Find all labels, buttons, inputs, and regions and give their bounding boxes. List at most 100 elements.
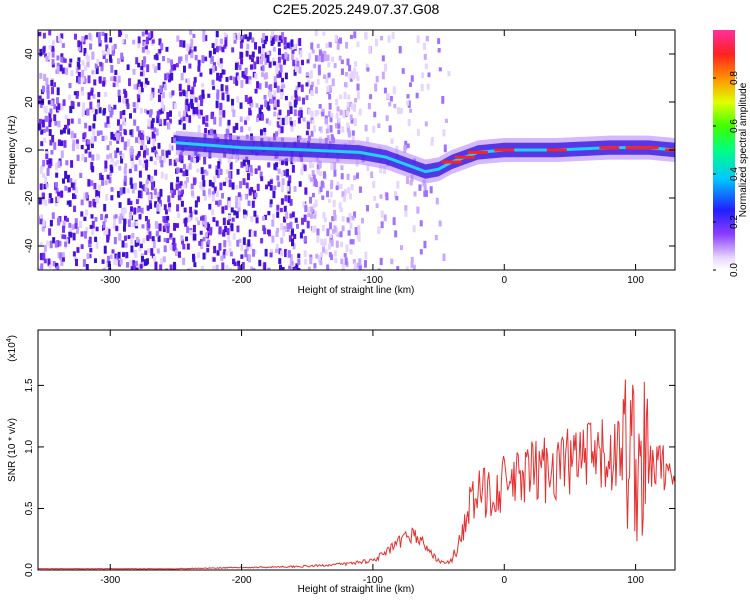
heatmap-cell bbox=[335, 185, 339, 191]
heatmap-cell bbox=[43, 258, 47, 264]
heatmap-cell bbox=[339, 231, 343, 238]
ridge-band bbox=[175, 135, 675, 179]
heatmap-cell bbox=[47, 100, 51, 105]
heatmap-cell bbox=[311, 163, 315, 168]
heatmap-cell bbox=[250, 103, 254, 108]
heatmap-cell bbox=[196, 108, 200, 116]
heatmap-cell bbox=[358, 258, 362, 266]
heatmap-cell bbox=[225, 85, 229, 92]
heatmap-cell bbox=[263, 214, 267, 220]
heatmap-cell bbox=[289, 221, 293, 230]
heatmap-cell bbox=[280, 198, 284, 205]
heatmap-cell bbox=[183, 207, 187, 213]
heatmap-cell bbox=[388, 125, 392, 133]
heatmap-cell bbox=[113, 215, 117, 220]
heatmap-cell bbox=[129, 259, 133, 267]
heatmap-cell bbox=[187, 268, 191, 270]
heatmap-cell bbox=[244, 249, 248, 258]
heatmap-cell bbox=[153, 54, 157, 60]
heatmap-cell bbox=[155, 53, 159, 61]
heatmap-cell bbox=[60, 53, 64, 58]
heatmap-cell bbox=[43, 53, 47, 58]
heatmap-cell bbox=[101, 225, 105, 231]
heatmap-cell bbox=[278, 124, 282, 132]
heatmap-cell bbox=[212, 85, 216, 90]
heatmap-cell bbox=[274, 34, 278, 42]
heatmap-cell bbox=[390, 138, 394, 144]
heatmap-cell bbox=[91, 229, 95, 236]
heatmap-cell bbox=[244, 120, 248, 125]
snr-panel: -300 -200 -100 0 100 0.00.51.01.5 Height of … bbox=[6, 329, 676, 595]
heatmap-cell bbox=[212, 265, 216, 270]
heatmap-cell bbox=[225, 265, 229, 270]
heatmap-cell bbox=[297, 117, 301, 124]
heatmap-cell bbox=[39, 48, 43, 57]
heatmap-cell bbox=[144, 216, 148, 222]
x-tick-label: -100 bbox=[363, 275, 383, 286]
heatmap-cell bbox=[204, 128, 208, 134]
heatmap-cell bbox=[176, 204, 180, 212]
heatmap-cell bbox=[103, 229, 107, 236]
heatmap-cell bbox=[39, 214, 43, 219]
heatmap-cell bbox=[141, 46, 145, 53]
heatmap-cell bbox=[340, 258, 344, 265]
heatmap-cell bbox=[48, 45, 52, 50]
heatmap-cell bbox=[338, 202, 342, 209]
heatmap-cell bbox=[316, 79, 320, 85]
heatmap-cell bbox=[153, 188, 157, 195]
heatmap-cell bbox=[262, 216, 266, 221]
heatmap-cell bbox=[263, 39, 267, 45]
heatmap-cell bbox=[185, 90, 189, 98]
heatmap-cell bbox=[404, 205, 408, 211]
heatmap-cell bbox=[107, 122, 111, 128]
heatmap-cell bbox=[68, 222, 72, 228]
heatmap-cell bbox=[324, 118, 328, 124]
heatmap-cell bbox=[386, 92, 390, 100]
heatmap-cell bbox=[144, 163, 148, 171]
heatmap-cell bbox=[218, 243, 222, 251]
heatmap-cell bbox=[326, 228, 330, 237]
heatmap-cell bbox=[157, 203, 161, 212]
heatmap-cell bbox=[141, 140, 145, 145]
heatmap-cell bbox=[339, 207, 343, 213]
heatmap-cell bbox=[145, 181, 149, 188]
heatmap-cell bbox=[334, 34, 338, 42]
heatmap-cell bbox=[166, 215, 170, 221]
heatmap-cell bbox=[329, 125, 333, 133]
heatmap-cell bbox=[188, 63, 192, 69]
heatmap-cell bbox=[327, 62, 331, 68]
heatmap-cell bbox=[168, 143, 172, 151]
heatmap-cell bbox=[81, 76, 85, 83]
heatmap-cell bbox=[165, 268, 169, 270]
heatmap-cell bbox=[346, 101, 350, 110]
heatmap-cell bbox=[177, 251, 181, 258]
heatmap-cell bbox=[297, 81, 301, 88]
colorbar-tick-label: 0.2 bbox=[729, 215, 740, 229]
heatmap-cell bbox=[133, 182, 137, 190]
heatmap-cell bbox=[367, 103, 371, 110]
heatmap-cell bbox=[336, 43, 340, 50]
heatmap-cell bbox=[244, 34, 248, 40]
heatmap-cell bbox=[389, 95, 393, 102]
heatmap-cell bbox=[59, 129, 63, 135]
heatmap-cell bbox=[97, 184, 101, 191]
heatmap-cell bbox=[424, 63, 428, 70]
heatmap-cell bbox=[336, 106, 340, 112]
bottom-x-axis: -300 -200 -100 0 100 bbox=[100, 330, 644, 586]
heatmap-cell bbox=[73, 205, 77, 212]
heatmap-cell bbox=[319, 260, 323, 266]
x-tick-label: -200 bbox=[232, 275, 252, 286]
heatmap-cell bbox=[293, 69, 297, 76]
heatmap-cell bbox=[116, 119, 120, 126]
heatmap-cell bbox=[228, 171, 232, 179]
heatmap-cell bbox=[231, 217, 235, 222]
heatmap-cell bbox=[88, 200, 92, 208]
heatmap-cell bbox=[192, 33, 196, 38]
heatmap-cell bbox=[291, 238, 295, 247]
heatmap-cell bbox=[197, 114, 201, 119]
heatmap-cell bbox=[91, 220, 95, 229]
heatmap-cell bbox=[266, 54, 270, 63]
heatmap-cell bbox=[123, 130, 127, 136]
x-tick-label: 0 bbox=[501, 575, 507, 586]
heatmap-cell bbox=[168, 158, 172, 166]
